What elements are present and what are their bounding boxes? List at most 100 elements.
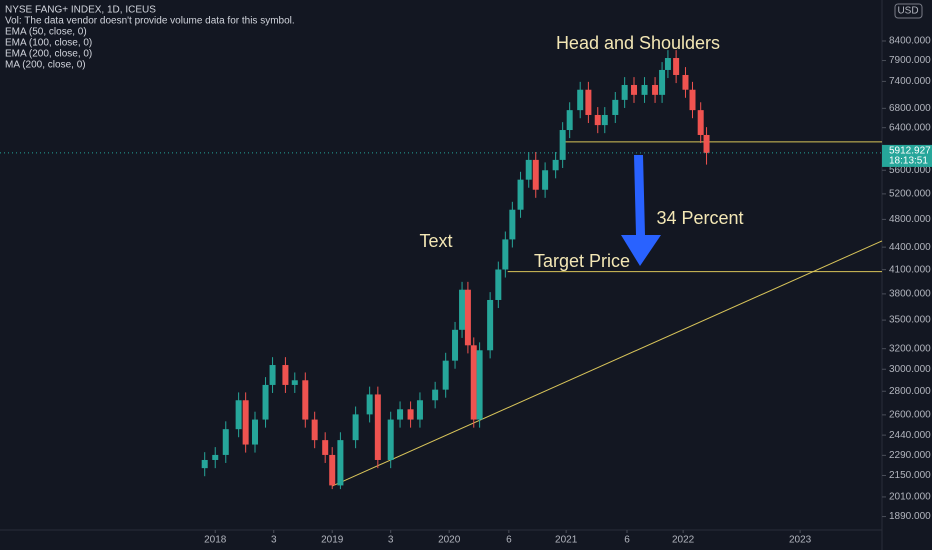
candle-body xyxy=(577,89,584,111)
arrow xyxy=(621,155,661,266)
candle-body xyxy=(387,419,394,460)
candle-body xyxy=(235,400,242,430)
legend-line: EMA (200, close, 0) xyxy=(5,49,92,60)
candle-body xyxy=(659,69,666,95)
candle-body xyxy=(631,84,638,95)
annotation: Target Price xyxy=(534,251,630,271)
candle-body xyxy=(612,99,619,115)
candle-body xyxy=(337,440,344,486)
candle-body xyxy=(222,429,229,455)
y-tick-label: 2600.000 xyxy=(889,410,931,421)
currency[interactable]: USD xyxy=(897,6,918,17)
annotation: 34 Percent xyxy=(656,208,743,228)
trend-line xyxy=(332,240,883,487)
candle-body xyxy=(476,350,483,420)
candle-body xyxy=(559,130,566,160)
candle-body xyxy=(601,114,608,126)
y-tick-label: 1890.000 xyxy=(889,511,931,522)
candle-body xyxy=(525,159,532,180)
candle-body xyxy=(397,409,404,420)
candle-body xyxy=(509,209,516,240)
y-tick-label: 6400.000 xyxy=(889,122,931,133)
candle-body xyxy=(311,419,318,441)
candle-body xyxy=(621,84,628,100)
y-tick-label: 3000.000 xyxy=(889,364,931,375)
candle-body xyxy=(566,110,573,131)
candle-body xyxy=(470,345,477,420)
currency-box[interactable] xyxy=(894,3,923,19)
y-tick-label: 4800.000 xyxy=(889,214,931,225)
y-tick-label: 3800.000 xyxy=(889,289,931,300)
candle-body xyxy=(329,454,336,486)
x-tick-label: 6 xyxy=(624,535,630,546)
candle-body xyxy=(262,384,269,420)
candle-body xyxy=(252,419,259,445)
candle-body xyxy=(322,440,329,455)
x-tick-label: 6 xyxy=(506,535,512,546)
x-tick-label: 2020 xyxy=(438,535,461,546)
candle-body xyxy=(697,110,704,135)
candle-body xyxy=(212,454,219,460)
candle-body xyxy=(542,170,549,190)
y-tick-label: 4100.000 xyxy=(889,264,931,275)
y-tick-label: 2440.000 xyxy=(889,430,931,441)
y-tick-label: 2010.000 xyxy=(889,492,931,503)
y-tick-label: 7400.000 xyxy=(889,76,931,87)
x-tick-label: 2019 xyxy=(321,535,344,546)
legend-title: NYSE FANG+ INDEX, 1D, ICEUS xyxy=(5,5,156,16)
candle-body xyxy=(442,360,449,390)
annotation: Head and Shoulders xyxy=(556,33,720,53)
candle-body xyxy=(594,114,601,126)
candle-body xyxy=(517,179,524,210)
candle-body xyxy=(585,89,592,115)
candle-body xyxy=(291,380,298,385)
candle-body xyxy=(201,459,208,469)
legend-line: MA (200, close, 0) xyxy=(5,60,86,71)
x-tick-label: 2021 xyxy=(555,535,578,546)
legend-line: EMA (100, close, 0) xyxy=(5,38,92,49)
y-tick-label: 6800.000 xyxy=(889,103,931,114)
candle-body xyxy=(652,84,659,95)
candle-body xyxy=(242,400,249,445)
y-tick-label: 4400.000 xyxy=(889,242,931,253)
candle-body xyxy=(664,58,671,70)
x-tick-label: 2023 xyxy=(789,535,812,546)
last-price-label: 5912.927 xyxy=(889,146,931,157)
candle-body xyxy=(432,389,439,401)
y-tick-label: 8400.000 xyxy=(889,36,931,47)
x-tick-label: 3 xyxy=(388,535,394,546)
candle-body xyxy=(689,89,696,111)
candle-body xyxy=(464,289,471,346)
candle-body xyxy=(407,409,414,420)
x-tick-label: 3 xyxy=(271,535,277,546)
candle-body xyxy=(682,74,689,90)
y-tick-label: 7900.000 xyxy=(889,55,931,66)
candle-body xyxy=(282,365,289,385)
countdown: 18:13:51 xyxy=(889,156,928,167)
candle-body xyxy=(495,269,502,300)
candle-body xyxy=(459,289,466,330)
candle-body xyxy=(352,414,359,441)
candle-body xyxy=(269,365,276,385)
candle-body xyxy=(487,299,494,351)
candle-body xyxy=(416,400,423,420)
candle-body xyxy=(641,84,648,95)
y-tick-label: 5200.000 xyxy=(889,189,931,200)
y-tick-label: 3200.000 xyxy=(889,343,931,354)
x-tick-label: 2022 xyxy=(672,535,695,546)
legend-line: Vol: The data vendor doesn't provide vol… xyxy=(5,16,295,27)
plot-area xyxy=(0,50,883,490)
annotation: Text xyxy=(419,231,452,251)
candle-body xyxy=(502,239,509,270)
candle-body xyxy=(673,58,680,75)
candle-body xyxy=(302,380,309,420)
y-tick-label: 2800.000 xyxy=(889,386,931,397)
candle-body xyxy=(552,159,559,171)
y-tick-label: 5600.000 xyxy=(889,165,931,176)
y-tick-label: 2150.000 xyxy=(889,470,931,481)
candle-body xyxy=(366,394,373,415)
x-tick-label: 2018 xyxy=(204,535,227,546)
last-price-box xyxy=(882,144,932,167)
